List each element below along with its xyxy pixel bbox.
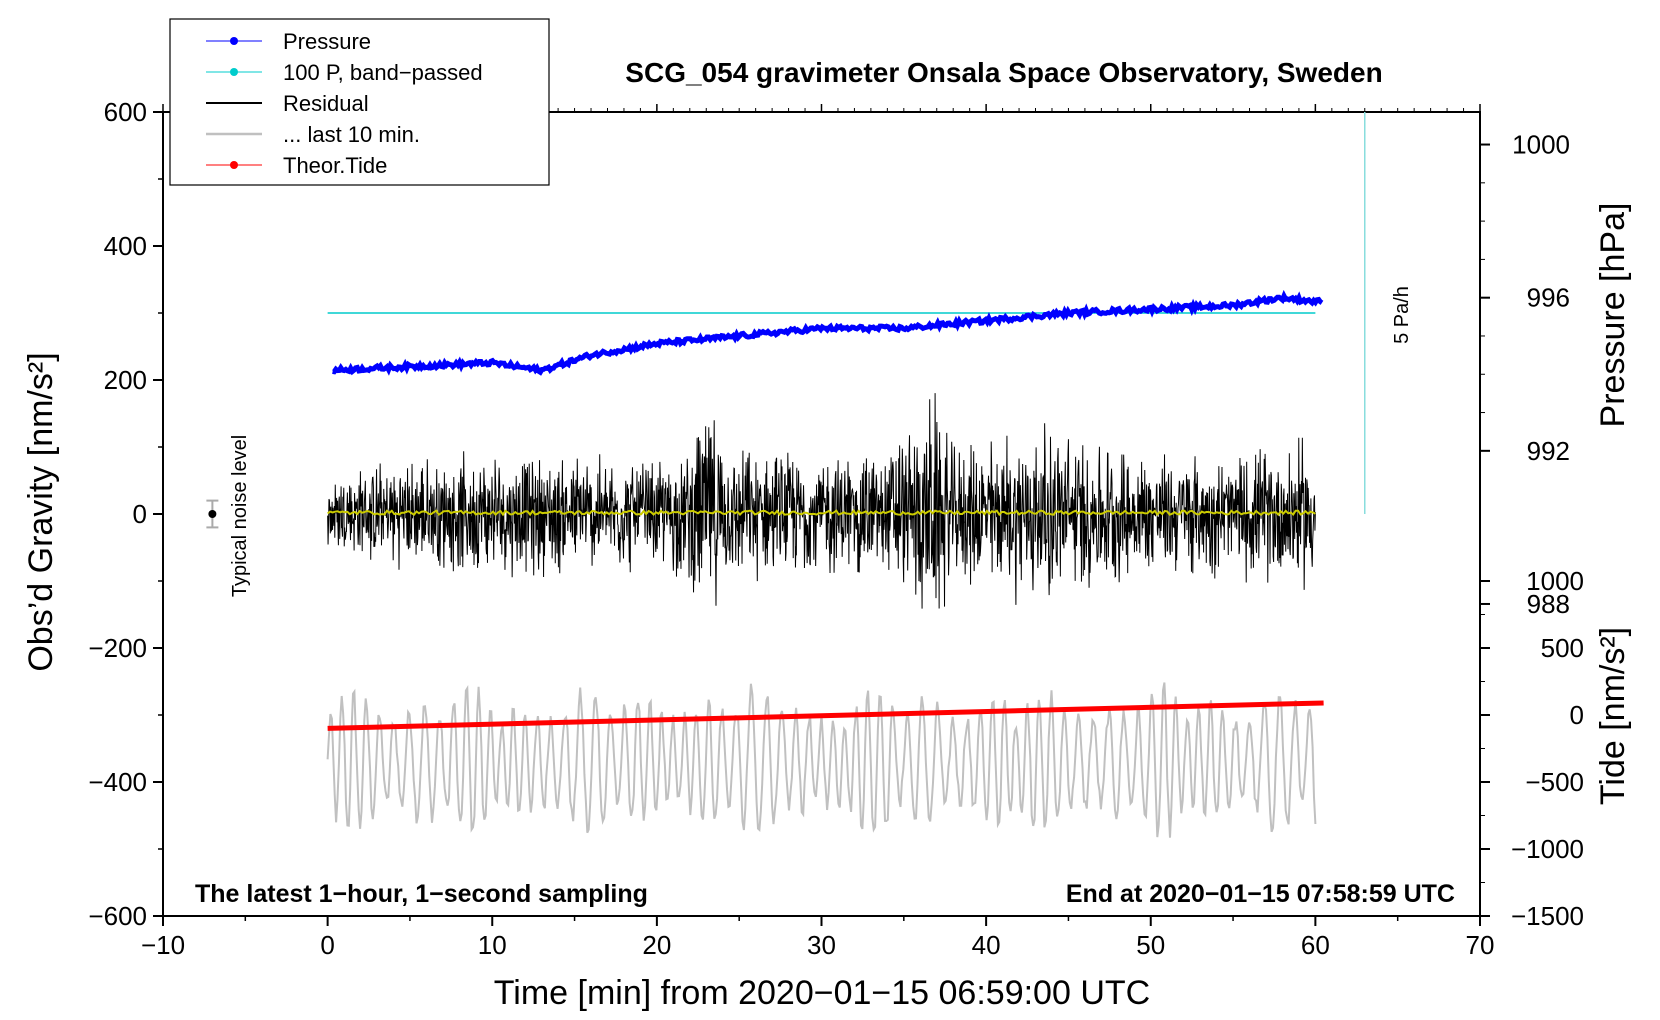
x-tick-label: 50 xyxy=(1136,930,1165,960)
x-tick-label: 10 xyxy=(478,930,507,960)
smoothed-residual-trace xyxy=(327,509,1316,517)
tide-tick-label: −1500 xyxy=(1511,901,1584,931)
annotation-layer xyxy=(206,112,1366,529)
y-tick-label: 200 xyxy=(104,365,147,395)
pressure-tick-label: 988 xyxy=(1527,589,1570,619)
theoretical-tide-line xyxy=(327,700,1324,731)
tide-tick-label: −1000 xyxy=(1511,834,1584,864)
series-layer xyxy=(326,289,1324,838)
pressure-tick-label: 996 xyxy=(1527,283,1570,313)
legend-marker xyxy=(230,68,238,76)
tide-tick-label: −500 xyxy=(1525,767,1584,797)
x-tick-label: 60 xyxy=(1301,930,1330,960)
axes-layer: −10 0 10 20 30 40 50 60 70 −600 −400 −200 0 200 400 600… xyxy=(88,97,1584,960)
sampling-note: The latest 1−hour, 1−second sampling xyxy=(195,880,648,908)
pressure-tick-label: 1000 xyxy=(1512,130,1570,160)
legend-label: Residual xyxy=(283,91,369,116)
y-tick-label: −200 xyxy=(88,633,147,663)
y-axis-label-pressure: Pressure [hPa] xyxy=(1594,203,1632,428)
y-axis-label-left: Obs’d Gravity [nm/s²] xyxy=(22,352,60,671)
rate-label: 5 Pa/h xyxy=(1391,286,1413,344)
chart-title: SCG_054 gravimeter Onsala Space Observat… xyxy=(625,57,1382,88)
y-tick-label: 600 xyxy=(104,97,147,127)
legend-label: Pressure xyxy=(283,29,371,54)
tide-tick-label: 0 xyxy=(1570,700,1584,730)
legend-label: Theor.Tide xyxy=(283,153,387,178)
pressure-tick-label: 992 xyxy=(1527,436,1570,466)
tide-tick-label: 500 xyxy=(1541,633,1584,663)
end-time-note: End at 2020−01−15 07:58:59 UTC xyxy=(1066,880,1455,908)
y-tick-label: −400 xyxy=(88,767,147,797)
x-tick-label: 40 xyxy=(972,930,1001,960)
noise-point xyxy=(208,510,217,518)
residual-trace xyxy=(327,393,1316,609)
y-tick-label: 400 xyxy=(104,231,147,261)
legend-marker xyxy=(230,161,238,169)
legend: Pressure 100 P, band−passed Residual ... la… xyxy=(169,18,550,186)
noise-level-label: Typical noise level xyxy=(229,435,251,597)
y-axis-label-tide: Tide [nm/s²] xyxy=(1594,627,1632,805)
x-tick-label: −10 xyxy=(141,930,185,960)
y-tick-label: 0 xyxy=(133,499,147,529)
y-tick-label: −600 xyxy=(88,901,147,931)
legend-label: ... last 10 min. xyxy=(283,122,420,147)
x-tick-label: 20 xyxy=(642,930,671,960)
x-tick-label: 30 xyxy=(807,930,836,960)
x-tick-label: 70 xyxy=(1466,930,1495,960)
tide-tick-label: 1000 xyxy=(1526,566,1584,596)
x-tick-label: 0 xyxy=(320,930,334,960)
x-axis-label: Time [min] from 2020−01−15 06:59:00 UTC xyxy=(494,974,1150,1012)
legend-label: 100 P, band−passed xyxy=(283,60,483,85)
legend-marker xyxy=(230,37,238,45)
pressure-trace xyxy=(332,289,1324,376)
